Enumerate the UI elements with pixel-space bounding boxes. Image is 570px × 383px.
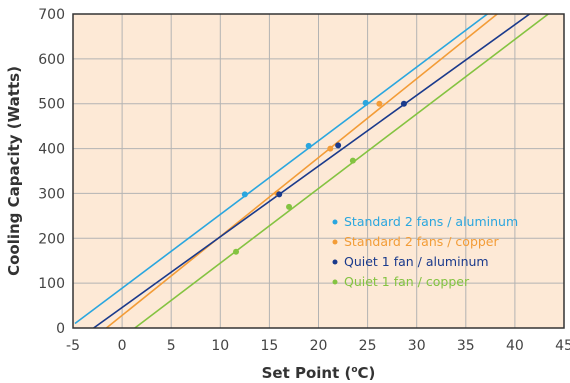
data-point xyxy=(233,248,240,255)
data-point xyxy=(362,99,369,106)
legend-marker xyxy=(332,239,338,245)
y-tick-label: 500 xyxy=(38,97,65,113)
x-tick-label: -5 xyxy=(66,338,80,354)
plot-frame xyxy=(72,13,565,329)
data-point xyxy=(286,203,293,210)
x-tick-label: 5 xyxy=(167,338,176,354)
x-tick-label: 30 xyxy=(408,338,426,354)
legend-marker xyxy=(332,279,338,285)
y-tick-label: 100 xyxy=(38,276,65,292)
y-tick-label: 600 xyxy=(38,52,65,68)
x-tick-labels: -5 0 5 10 15 20 25 30 35 40 45 xyxy=(66,338,570,354)
points-layer xyxy=(233,99,407,255)
data-point xyxy=(305,142,312,149)
data-point xyxy=(241,191,248,198)
legend-marker xyxy=(332,219,338,225)
y-tick-label: 700 xyxy=(38,7,65,23)
legend-label: Quiet 1 fan / aluminum xyxy=(344,254,489,269)
y-tick-labels: 0 100 200 300 400 500 600 700 xyxy=(38,7,65,337)
legend: Standard 2 fans / aluminum Standard 2 fan… xyxy=(332,214,518,289)
data-point xyxy=(335,142,342,149)
legend-label: Standard 2 fans / copper xyxy=(344,234,499,249)
y-axis-title: Cooling Capacity (Watts) xyxy=(5,66,23,276)
series-layer xyxy=(74,14,549,328)
data-point xyxy=(376,100,383,107)
x-tick-label: 10 xyxy=(211,338,229,354)
y-tick-label: 0 xyxy=(56,321,65,337)
y-tick-label: 200 xyxy=(38,231,65,247)
x-tick-label: 45 xyxy=(555,338,570,354)
data-point xyxy=(349,157,356,164)
data-point xyxy=(327,145,334,152)
legend-label: Standard 2 fans / aluminum xyxy=(344,214,518,229)
x-axis-title: Set Point (oC) xyxy=(262,364,376,382)
series-line xyxy=(134,14,549,328)
y-tick-label: 400 xyxy=(38,142,65,158)
x-tick-label: 0 xyxy=(118,338,127,354)
y-tick-label: 300 xyxy=(38,186,65,202)
x-tick-label: 20 xyxy=(310,338,328,354)
x-tick-label: 40 xyxy=(506,338,524,354)
data-point xyxy=(276,191,283,198)
grid xyxy=(73,14,564,328)
x-tick-label: 35 xyxy=(457,338,475,354)
series-line xyxy=(74,14,488,325)
legend-marker xyxy=(332,259,338,265)
x-tick-label: 15 xyxy=(260,338,278,354)
series-line xyxy=(105,14,498,328)
data-point xyxy=(400,100,407,107)
legend-label: Quiet 1 fan / copper xyxy=(344,274,470,289)
x-tick-label: 25 xyxy=(359,338,377,354)
series-line xyxy=(93,14,531,328)
